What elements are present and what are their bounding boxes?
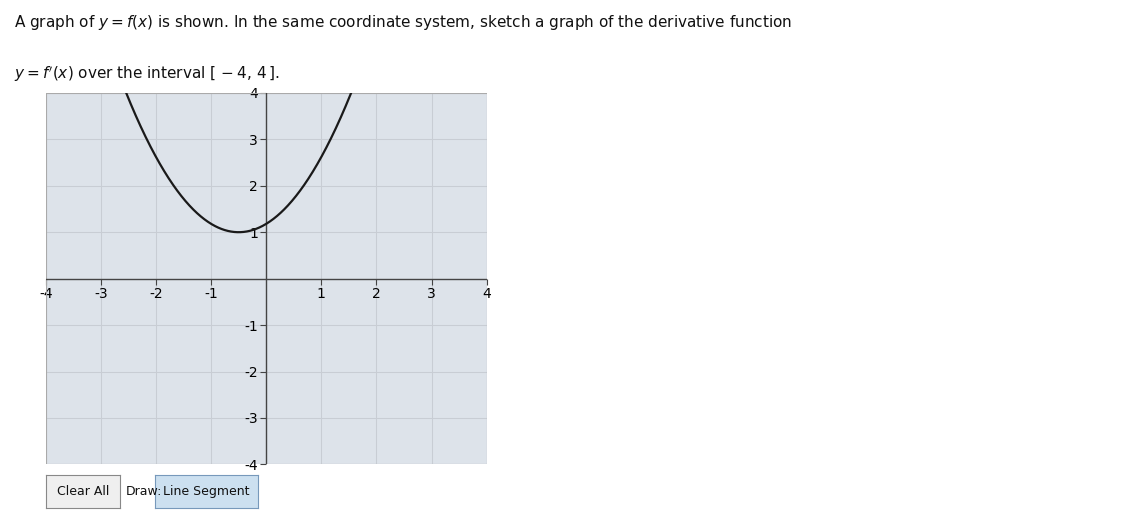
Text: A graph of $y = f(x)$ is shown. In the same coordinate system, sketch a graph of: A graph of $y = f(x)$ is shown. In the s…: [14, 13, 792, 32]
Text: Line Segment: Line Segment: [163, 485, 250, 498]
Text: $y = f'(x)$ over the interval $[\,-4,\,4\,]$.: $y = f'(x)$ over the interval $[\,-4,\,4…: [14, 64, 279, 84]
Text: Draw:: Draw:: [126, 485, 163, 498]
Text: Clear All: Clear All: [57, 485, 109, 498]
